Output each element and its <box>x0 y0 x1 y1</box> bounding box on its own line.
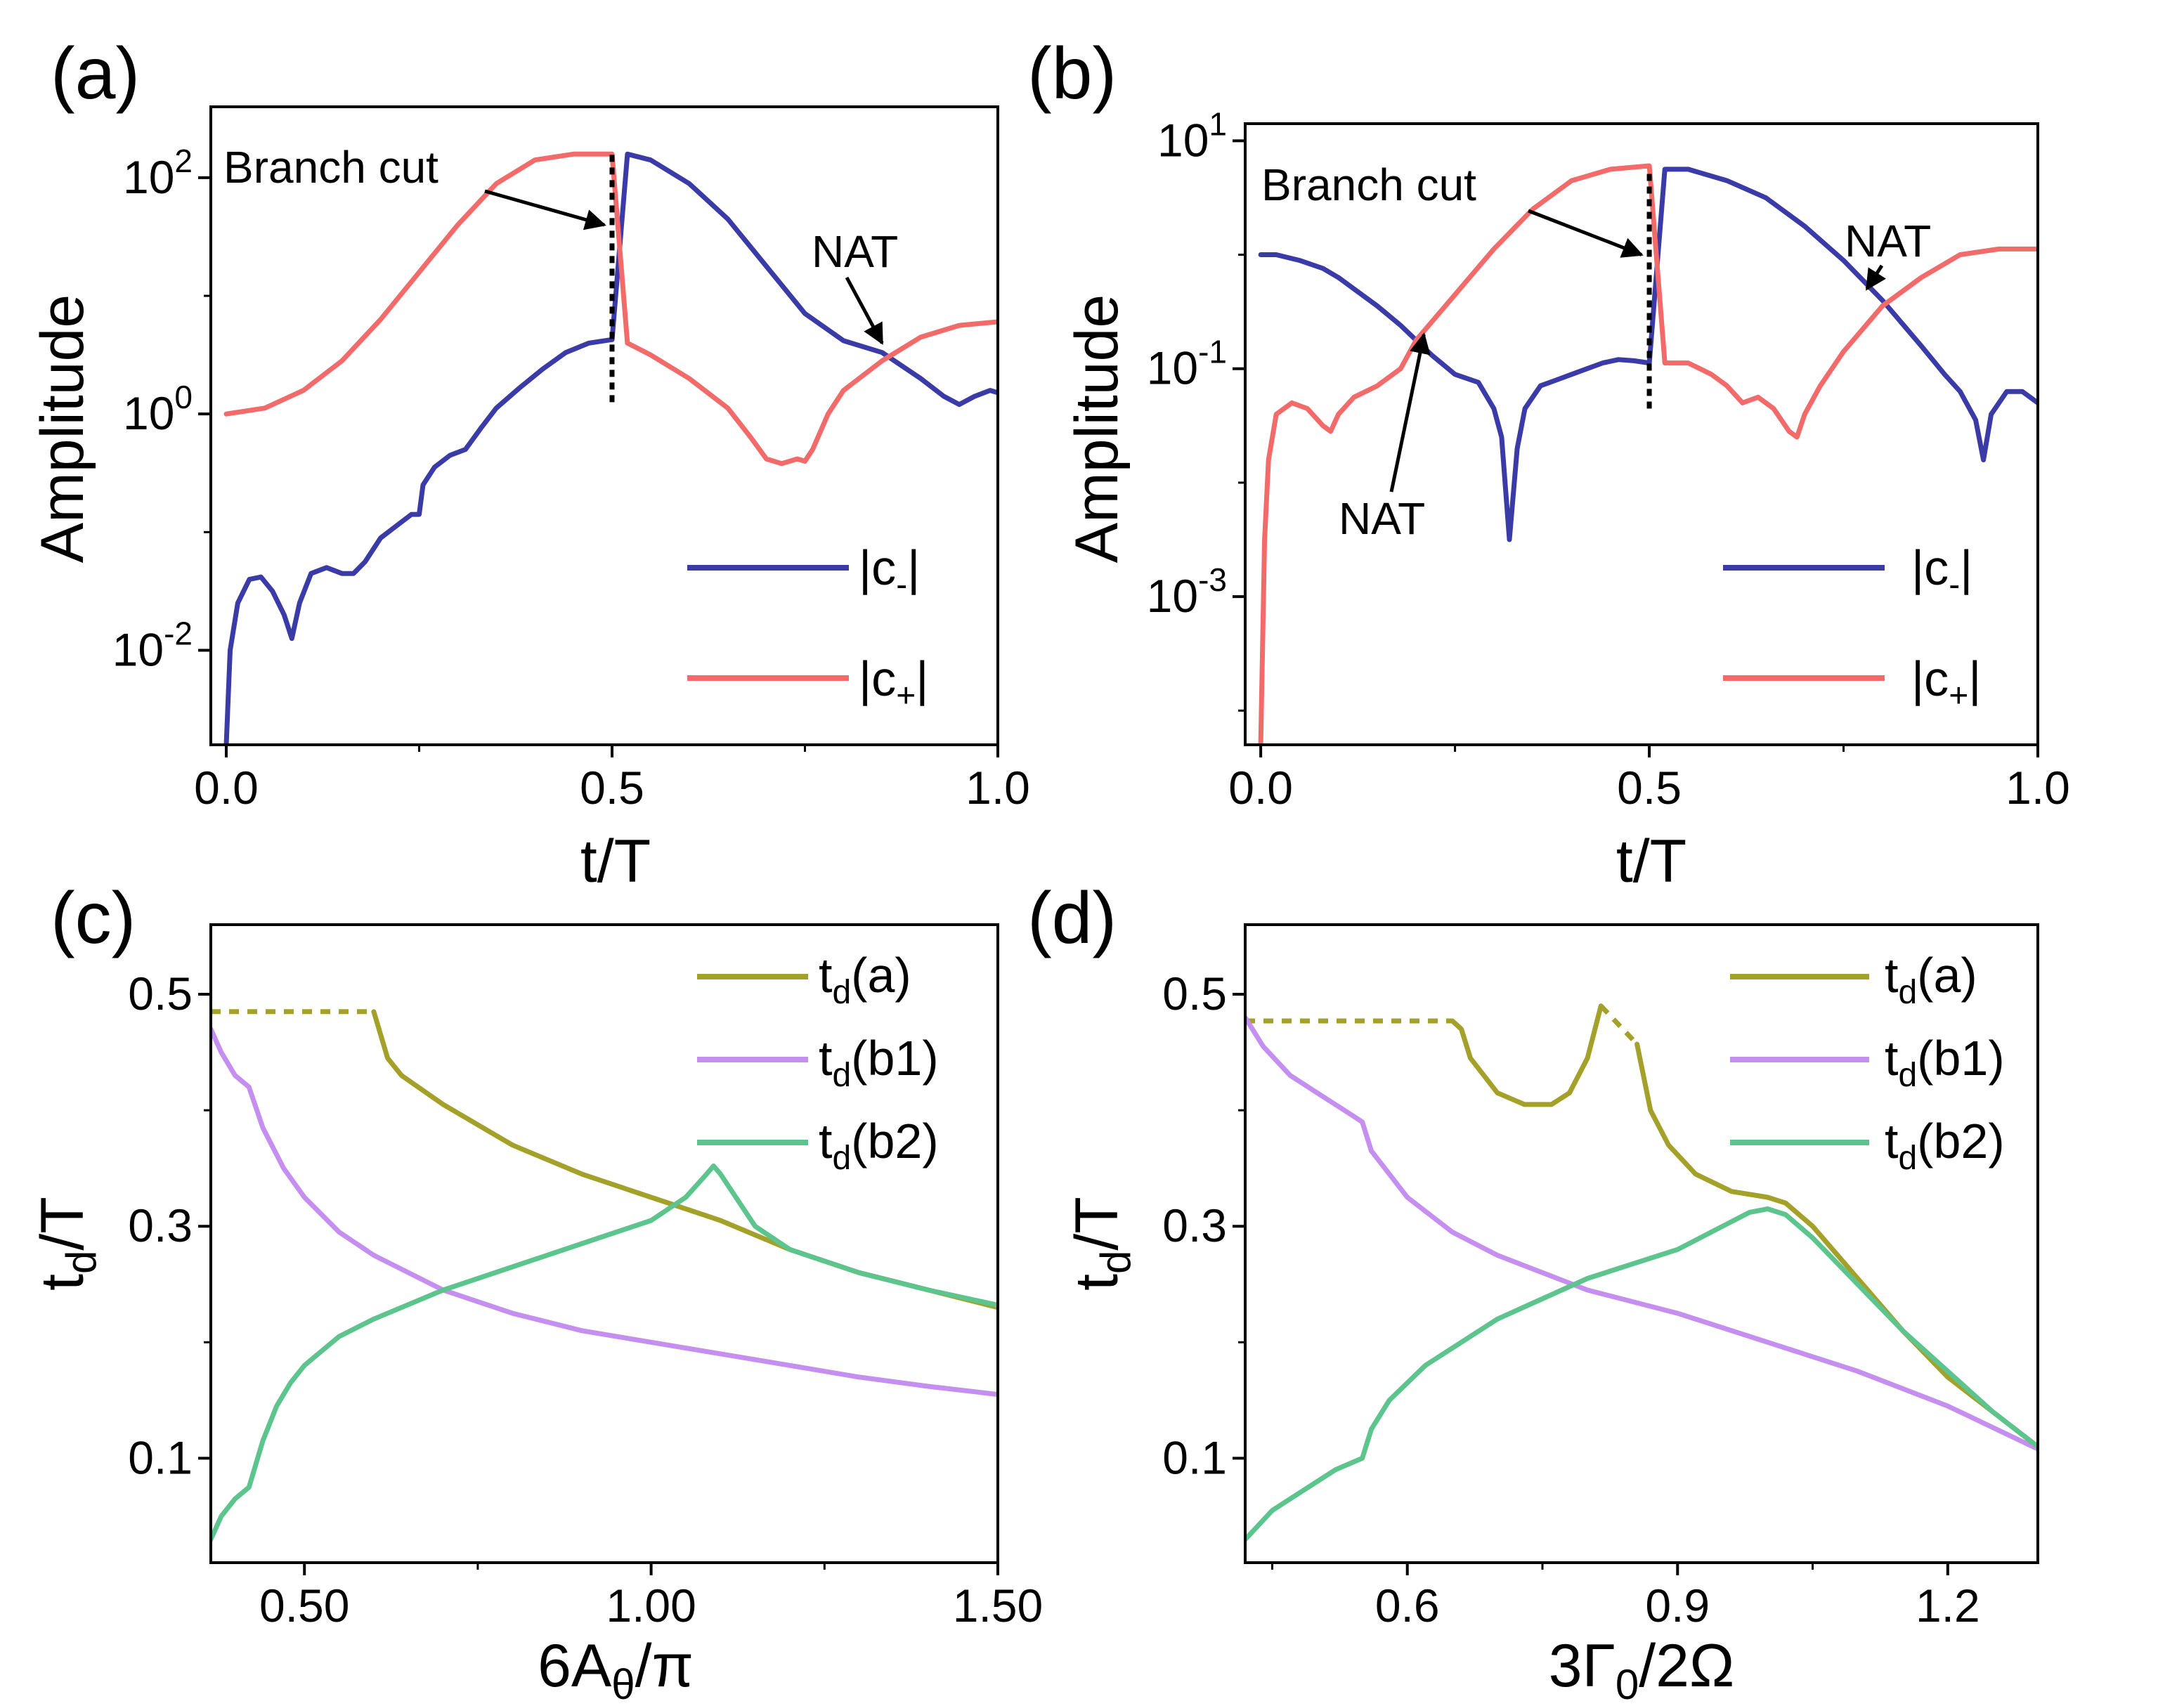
legend-d-label-td-a: td(a) <box>1885 948 1977 1011</box>
xtick-label-b-1: 0.5 <box>1617 762 1682 814</box>
legend-d-label-td-b2: td(b2) <box>1885 1114 2005 1177</box>
axes-frame-b <box>1244 122 2039 746</box>
ytick-label-b-1: 10-1 <box>1147 334 1227 394</box>
xtick-label-b-0: 0.0 <box>1228 762 1293 814</box>
annotation-branch-cut-b: Branch cut <box>1261 159 1476 210</box>
annotation-nat-b-left: NAT <box>1339 493 1425 544</box>
legend-a: |c-| |c+| <box>687 540 928 715</box>
line-c-td-b2 <box>211 1163 998 1542</box>
annotation-arrow-b-0 <box>1528 209 1644 258</box>
ytick-label-d-0: 0.5 <box>1162 968 1227 1020</box>
plot-b: 0.0 0.5 1.0 101 10-1 10-3 <box>1147 105 2070 814</box>
xtick-label-d-0: 0.6 <box>1375 1580 1440 1632</box>
xtick-label-a-1: 0.5 <box>580 762 644 814</box>
line-a-c-plus <box>223 151 998 467</box>
legend-d: td(a) td(b1) td(b2) <box>1730 948 2005 1177</box>
panel-c-ylabel: td/T <box>29 1197 105 1291</box>
ytick-label-a-1: 100 <box>123 379 193 439</box>
panel-c-label: (c) <box>51 878 136 959</box>
plot-c: 0.50 1.00 1.50 0.5 0.3 0.1 <box>128 923 1043 1632</box>
series-group-c <box>211 1009 998 1542</box>
panel-b-ylabel: Amplitude <box>1063 294 1131 563</box>
panel-a-xlabel: t/T <box>580 828 651 895</box>
legend-b-label-c-plus: |c+| <box>1911 651 1981 715</box>
ytick-label-c-2: 0.1 <box>128 1431 193 1483</box>
annotation-arrow-b-1 <box>1865 264 1886 291</box>
xtick-label-a-0: 0.0 <box>194 762 259 814</box>
line-a-c-minus <box>223 151 998 745</box>
ytick-label-c-1: 0.3 <box>128 1199 193 1251</box>
panel-a-ylabel: Amplitude <box>29 294 96 563</box>
annotation-arrow-b-2 <box>1389 332 1431 493</box>
panel-b: (b) Amplitude t/T Branch cut NAT NAT |c-… <box>1027 33 2070 895</box>
legend-c-label-td-b1: td(b1) <box>819 1031 939 1094</box>
ytick-label-b-0: 101 <box>1157 105 1227 166</box>
xtick-label-b-2: 1.0 <box>2006 762 2070 814</box>
panel-b-xlabel: t/T <box>1616 828 1686 895</box>
panel-d-xlabel: 3Γ0/2Ω <box>1549 1632 1735 1706</box>
xtick-label-d-1: 0.9 <box>1645 1580 1710 1632</box>
axes-frame-c <box>209 923 999 1564</box>
line-d-td-a <box>1450 1003 1604 1107</box>
line-b-c-plus <box>1258 163 2038 745</box>
panel-d-ylabel: td/T <box>1063 1197 1139 1291</box>
panel-d-label: (d) <box>1027 878 1117 959</box>
panel-d: (d) td/T 3Γ0/2Ω td(a) td(b1) td(b2) 0.6 0… <box>1027 878 2039 1706</box>
annotation-nat-b-right: NAT <box>1845 216 1931 266</box>
plot-d: 0.6 0.9 1.2 0.5 0.3 0.1 <box>1162 923 2039 1632</box>
legend-c-label-td-a: td(a) <box>819 948 911 1011</box>
panel-b-label: (b) <box>1027 33 1117 115</box>
xtick-label-c-2: 1.50 <box>953 1580 1043 1632</box>
legend-c-label-td-b2: td(b2) <box>819 1114 939 1177</box>
ytick-label-a-2: 10-2 <box>112 615 193 675</box>
ytick-label-a-0: 102 <box>123 143 193 203</box>
xtick-label-c-0: 0.50 <box>259 1580 349 1632</box>
xtick-label-d-2: 1.2 <box>1916 1580 1980 1632</box>
ytick-label-b-2: 10-3 <box>1147 561 1227 622</box>
xtick-label-c-1: 1.00 <box>606 1580 696 1632</box>
legend-a-label-c-plus: |c+| <box>859 651 928 715</box>
dashed2-d-td-a <box>1599 1004 1639 1046</box>
plot-a: 0.0 0.5 1.0 102 100 10-2 <box>112 105 1030 814</box>
line-c-td-b1 <box>211 1027 998 1398</box>
panel-c-xlabel: 6Aθ/π <box>538 1632 694 1706</box>
legend-a-label-c-minus: |c-| <box>859 540 920 604</box>
annotation-arrow-a-1 <box>845 276 884 345</box>
panel-a: (a) Amplitude t/T Branch cut NAT |c-| |c… <box>29 33 1030 895</box>
ytick-label-c-0: 0.5 <box>128 968 193 1020</box>
line2-d-td-a <box>1634 1041 2038 1450</box>
legend-b: |c-| |c+| <box>1723 540 1981 715</box>
annotation-branch-cut-a: Branch cut <box>223 142 438 193</box>
series-group-d <box>1245 1003 2038 1542</box>
axes-frame-d <box>1244 923 2039 1564</box>
series-group-b <box>1258 163 2038 745</box>
legend-b-label-c-minus: |c-| <box>1911 540 1972 604</box>
legend-c: td(a) td(b1) td(b2) <box>697 948 939 1177</box>
line-d-td-b1 <box>1245 1015 2038 1452</box>
panel-c: (c) td/T 6Aθ/π td(a) td(b1) td(b2) 0.50 1… <box>29 878 1043 1706</box>
axes-frame-a <box>209 105 999 746</box>
annotation-nat-a: NAT <box>812 226 898 277</box>
line-b-c-minus <box>1258 167 2038 542</box>
xtick-label-a-2: 1.0 <box>966 762 1030 814</box>
annotation-arrow-a-0 <box>484 189 606 230</box>
line-d-td-b2 <box>1245 1206 2038 1542</box>
ytick-label-d-2: 0.1 <box>1162 1431 1227 1483</box>
series-group-a <box>223 151 998 745</box>
legend-d-label-td-b1: td(b1) <box>1885 1031 2005 1094</box>
ytick-label-d-1: 0.3 <box>1162 1199 1227 1251</box>
panel-a-label: (a) <box>51 33 140 115</box>
